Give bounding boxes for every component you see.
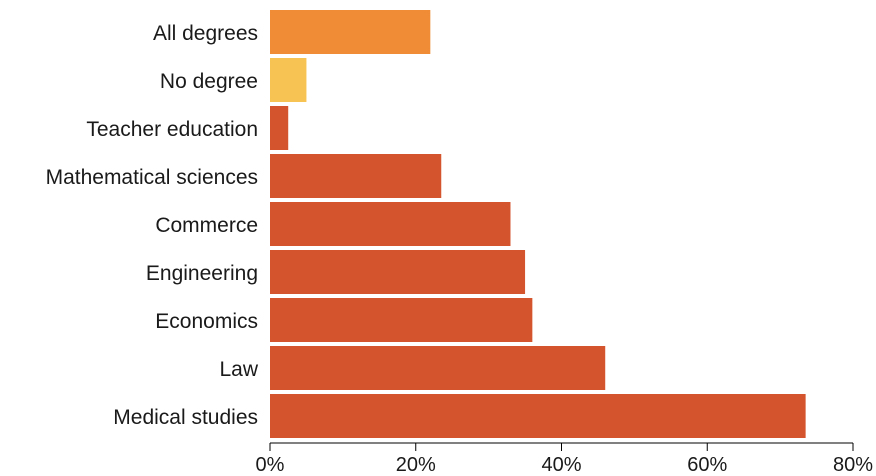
bar-law [270, 346, 606, 390]
x-tick-label: 20% [396, 454, 436, 476]
bar-teacher-education [270, 106, 289, 150]
bars-group [270, 10, 806, 438]
bar-medical-studies [270, 394, 806, 438]
x-tick-label: 80% [833, 454, 873, 476]
category-label: Medical studies [113, 406, 258, 429]
x-tick-label: 0% [256, 454, 285, 476]
category-label: Law [219, 358, 258, 381]
category-labels: All degrees No degree Teacher education Mat… [46, 22, 259, 429]
category-label: Engineering [146, 262, 258, 285]
bar-economics [270, 298, 533, 342]
bar-mathematical-sciences [270, 154, 442, 198]
x-axis: 0% 20% 40% 60% 80% [256, 442, 873, 476]
category-label: Economics [155, 310, 258, 333]
category-label: Mathematical sciences [46, 166, 258, 189]
bar-engineering [270, 250, 526, 294]
category-label: Teacher education [86, 118, 258, 141]
bar-commerce [270, 202, 511, 246]
bar-all-degrees [270, 10, 431, 54]
x-tick-label: 60% [687, 454, 727, 476]
bar-no-degree [270, 58, 307, 102]
category-label: Commerce [155, 214, 258, 237]
category-label: No degree [160, 70, 258, 93]
x-tick-label: 40% [541, 454, 581, 476]
category-label: All degrees [153, 22, 258, 45]
